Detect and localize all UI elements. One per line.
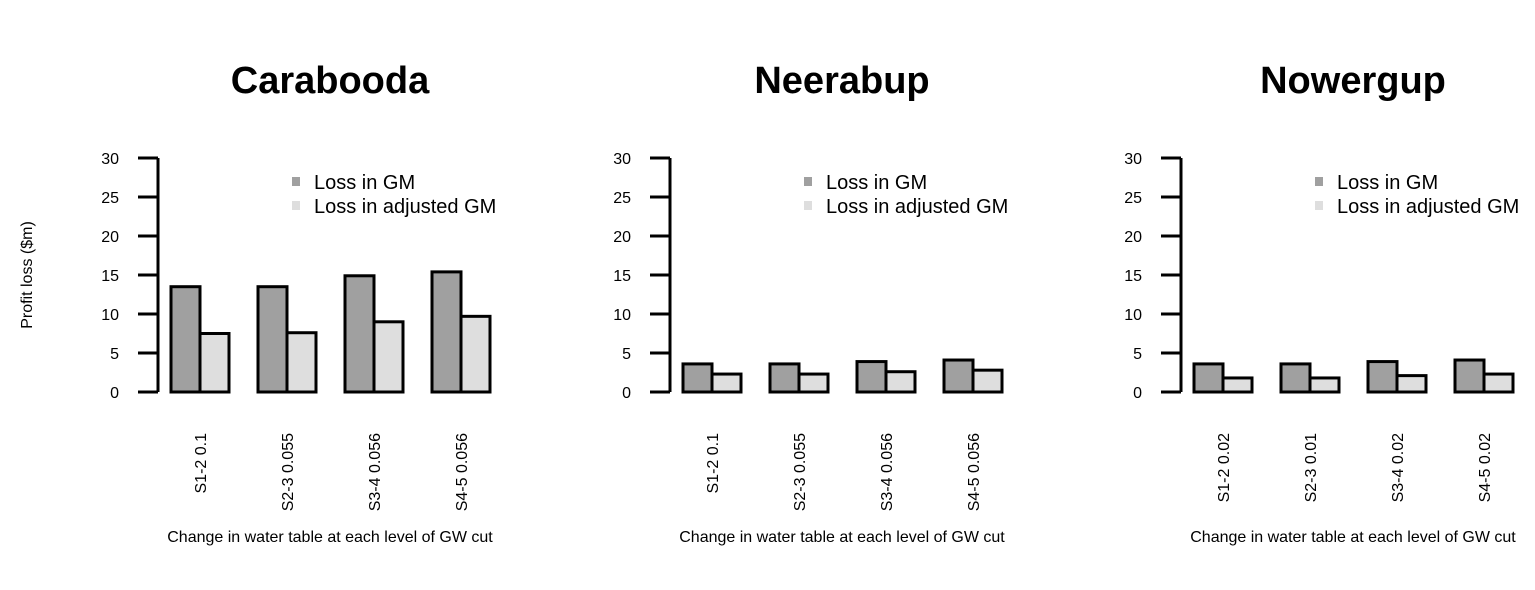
bar-loss-in-gm-s1-2-0-1 xyxy=(169,285,202,394)
bar-loss-in-adjusted-gm-s4-5-0-02 xyxy=(1482,372,1515,394)
y-tick-label: 10 xyxy=(613,307,631,324)
bar-loss-in-adjusted-gm-s4-5-0-056 xyxy=(459,314,492,394)
y-tick-label: 25 xyxy=(613,190,631,207)
y-tick-label: 15 xyxy=(613,268,631,285)
x-category-label: S4-5 0.056 xyxy=(454,433,471,511)
panel-title: Neerabup xyxy=(754,60,929,102)
legend-label-loss-in-gm: Loss in GM xyxy=(314,172,415,194)
legend-label-loss-in-adjusted-gm: Loss in adjusted GM xyxy=(314,196,496,218)
bar-loss-in-gm-s2-3-0-01 xyxy=(1279,362,1312,394)
bar-loss-in-adjusted-gm-s1-2-0-02 xyxy=(1221,376,1254,394)
bar-loss-in-adjusted-gm-s3-4-0-056 xyxy=(372,320,405,394)
y-tick-label: 0 xyxy=(622,385,631,402)
bar-loss-in-gm-s2-3-0-055 xyxy=(256,285,289,394)
x-axis-label: Change in water table at each level of G… xyxy=(1190,529,1516,546)
bar-loss-in-gm-s4-5-0-056 xyxy=(430,270,463,394)
legend-swatch-loss-in-gm xyxy=(1315,177,1323,186)
bar-loss-in-gm-s1-2-0-1 xyxy=(681,362,714,394)
y-tick-label: 0 xyxy=(110,385,119,402)
y-tick-label: 10 xyxy=(1124,307,1142,324)
x-category-label: S3-4 0.056 xyxy=(879,433,896,511)
bar-loss-in-gm-s3-4-0-056 xyxy=(343,274,376,394)
bar-loss-in-adjusted-gm-s2-3-0-055 xyxy=(285,331,318,394)
x-category-label: S2-3 0.055 xyxy=(280,433,297,511)
y-tick-label: 5 xyxy=(110,346,119,363)
bar-loss-in-adjusted-gm-s4-5-0-056 xyxy=(971,368,1004,394)
legend-label-loss-in-gm: Loss in GM xyxy=(826,172,927,194)
bar-loss-in-adjusted-gm-s1-2-0-1 xyxy=(710,372,743,394)
x-category-label: S2-3 0.01 xyxy=(1303,433,1320,502)
bar-loss-in-adjusted-gm-s3-4-0-056 xyxy=(884,370,917,394)
legend-swatch-loss-in-adjusted-gm xyxy=(292,201,300,210)
y-tick-label: 30 xyxy=(613,151,631,168)
y-axis-label: Profit loss ($m) xyxy=(19,221,36,329)
legend-swatch-loss-in-gm xyxy=(292,177,300,186)
legend-swatch-loss-in-adjusted-gm xyxy=(1315,201,1323,210)
bar-loss-in-adjusted-gm-s3-4-0-02 xyxy=(1395,374,1428,394)
x-category-label: S3-4 0.056 xyxy=(367,433,384,511)
x-category-label: S2-3 0.055 xyxy=(792,433,809,511)
x-category-label: S1-2 0.02 xyxy=(1216,433,1233,502)
panel-title: Carabooda xyxy=(231,60,430,102)
y-tick-label: 15 xyxy=(101,268,119,285)
x-category-label: S1-2 0.1 xyxy=(193,433,210,494)
bar-loss-in-gm-s4-5-0-02 xyxy=(1453,358,1486,394)
y-tick-label: 20 xyxy=(1124,229,1142,246)
x-axis-label: Change in water table at each level of G… xyxy=(679,529,1005,546)
x-category-label: S3-4 0.02 xyxy=(1390,433,1407,502)
y-tick-label: 5 xyxy=(622,346,631,363)
x-axis-label: Change in water table at each level of G… xyxy=(167,529,493,546)
bar-loss-in-gm-s4-5-0-056 xyxy=(942,358,975,394)
x-category-label: S4-5 0.02 xyxy=(1477,433,1494,502)
y-tick-label: 25 xyxy=(1124,190,1142,207)
y-tick-label: 5 xyxy=(1133,346,1142,363)
legend-swatch-loss-in-gm xyxy=(804,177,812,186)
y-tick-label: 25 xyxy=(101,190,119,207)
y-tick-label: 30 xyxy=(101,151,119,168)
panel-carabooda: Carabooda 0 5 10 15 20 25 30 S1-2 0.1 S2-3 0.055 S… xyxy=(19,60,496,546)
y-tick-label: 0 xyxy=(1133,385,1142,402)
panel-nowergup: Nowergup 0 5 10 15 20 25 30 S1-2 0.02 S2-3 0.01 S3… xyxy=(1124,60,1519,546)
bar-loss-in-gm-s3-4-0-02 xyxy=(1366,360,1399,394)
y-tick-label: 20 xyxy=(613,229,631,246)
bar-loss-in-adjusted-gm-s1-2-0-1 xyxy=(198,332,231,394)
x-category-label: S1-2 0.1 xyxy=(705,433,722,494)
bar-loss-in-adjusted-gm-s2-3-0-055 xyxy=(797,372,830,394)
legend-label-loss-in-adjusted-gm: Loss in adjusted GM xyxy=(826,196,1008,218)
legend-label-loss-in-gm: Loss in GM xyxy=(1337,172,1438,194)
panel-neerabup: Neerabup 0 5 10 15 20 25 30 S1-2 0.1 S2-3 0.055 S3… xyxy=(613,60,1008,546)
bar-loss-in-gm-s2-3-0-055 xyxy=(768,362,801,394)
y-tick-label: 15 xyxy=(1124,268,1142,285)
bar-loss-in-gm-s1-2-0-02 xyxy=(1192,362,1225,394)
legend-label-loss-in-adjusted-gm: Loss in adjusted GM xyxy=(1337,196,1519,218)
legend-swatch-loss-in-adjusted-gm xyxy=(804,201,812,210)
panel-title: Nowergup xyxy=(1260,60,1446,102)
y-tick-label: 10 xyxy=(101,307,119,324)
x-category-label: S4-5 0.056 xyxy=(966,433,983,511)
y-tick-label: 20 xyxy=(101,229,119,246)
y-tick-label: 30 xyxy=(1124,151,1142,168)
bar-loss-in-adjusted-gm-s2-3-0-01 xyxy=(1308,376,1341,394)
bar-loss-in-gm-s3-4-0-056 xyxy=(855,360,888,394)
